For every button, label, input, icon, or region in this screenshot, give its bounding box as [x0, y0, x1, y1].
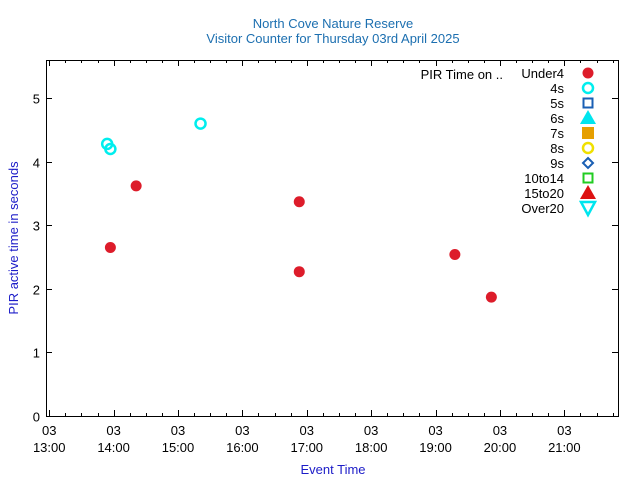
x-tick-day-label: 03 [235, 423, 249, 438]
y-tick-label: 3 [33, 219, 40, 234]
legend-marker-6s [580, 110, 596, 124]
legend-entry-label: 4s [550, 81, 564, 96]
y-axis-ticks: 0 1 2 3 4 5 [33, 92, 618, 425]
x-tick-time-label: 14:00 [97, 440, 130, 455]
data-point-under4 [104, 242, 116, 254]
x-axis-label: Event Time [300, 462, 365, 477]
x-tick-time-label: 20:00 [484, 440, 517, 455]
legend: PIR Time on .. Under44s5s6s7s8s9s10to1415… [421, 66, 598, 218]
legend-marker-15to20 [580, 185, 596, 199]
x-tick-day-label: 03 [106, 423, 120, 438]
x-tick-day-label: 03 [493, 423, 507, 438]
legend-entry-label: 9s [550, 156, 564, 171]
legend-entry-label: Over20 [521, 201, 564, 216]
data-point-under4 [485, 291, 497, 303]
y-tick-label: 4 [33, 156, 40, 171]
x-tick-time-label: 21:00 [548, 440, 581, 455]
x-tick-day-label: 03 [364, 423, 378, 438]
legend-entry-label: 8s [550, 141, 564, 156]
data-points [100, 117, 497, 303]
x-tick-time-label: 13:00 [33, 440, 66, 455]
legend-marker-under4 [582, 67, 594, 79]
legend-marker-8s [581, 141, 595, 155]
x-tick-day-label: 03 [557, 423, 571, 438]
x-tick-day-label: 03 [171, 423, 185, 438]
legend-marker-9s [581, 156, 595, 170]
data-point-4s [104, 142, 117, 156]
legend-marker-5s [582, 97, 594, 109]
x-tick-time-label: 17:00 [291, 440, 324, 455]
plot-area-border [46, 60, 619, 417]
legend-entry-label: 15to20 [524, 186, 564, 201]
legend-marker-10to14 [582, 172, 594, 184]
legend-marker-over20 [578, 200, 598, 218]
legend-entry-label: Under4 [521, 66, 564, 81]
x-tick-day-label: 03 [428, 423, 442, 438]
x-axis-ticks: 0313:000314:000315:000316:000317:000318:… [33, 60, 614, 455]
chart-subtitle: Visitor Counter for Thursday 03rd April … [206, 31, 459, 46]
y-tick-label: 2 [33, 283, 40, 298]
data-point-under4 [293, 196, 305, 208]
y-tick-label: 0 [33, 410, 40, 425]
y-axis-label: PIR active time in seconds [6, 161, 21, 315]
legend-entry-label: 7s [550, 126, 564, 141]
data-point-under4 [449, 249, 461, 261]
chart-title: North Cove Nature Reserve [253, 16, 413, 31]
legend-title: PIR Time on .. [421, 67, 503, 82]
x-tick-time-label: 18:00 [355, 440, 388, 455]
legend-entry-label: 10to14 [524, 171, 564, 186]
x-tick-time-label: 15:00 [162, 440, 195, 455]
x-tick-time-label: 19:00 [419, 440, 452, 455]
data-point-4s [194, 117, 207, 130]
x-tick-day-label: 03 [42, 423, 56, 438]
x-tick-time-label: 16:00 [226, 440, 259, 455]
data-point-under4 [130, 180, 142, 192]
y-tick-label: 1 [33, 346, 40, 361]
legend-marker-7s [582, 127, 594, 139]
x-tick-day-label: 03 [300, 423, 314, 438]
legend-marker-4s [581, 81, 595, 95]
data-point-under4 [293, 266, 305, 278]
y-tick-label: 5 [33, 92, 40, 107]
legend-entry-label: 5s [550, 96, 564, 111]
legend-entry-label: 6s [550, 111, 564, 126]
